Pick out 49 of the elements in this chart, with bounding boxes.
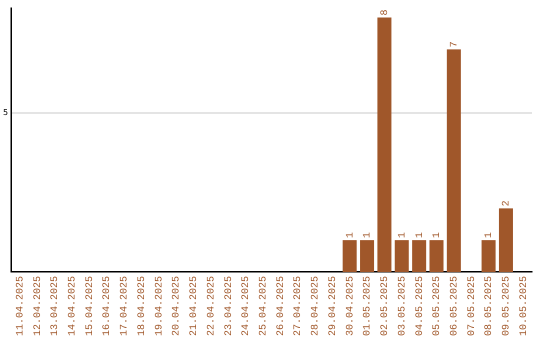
data-label: 2 (502, 200, 513, 206)
data-label: 1 (397, 232, 408, 238)
x-tick-label: 20.04.2025 (172, 276, 183, 336)
x-tick-label: 11.04.2025 (15, 276, 26, 336)
x-tick-label: 02.05.2025 (380, 276, 392, 336)
x-tick-label: 29.04.2025 (328, 276, 339, 336)
x-tick-label: 21.04.2025 (189, 276, 200, 336)
x-tick-label: 15.04.2025 (84, 276, 96, 336)
bar (360, 240, 374, 272)
x-tick-label: 27.04.2025 (293, 276, 304, 336)
x-tick-label: 19.04.2025 (154, 276, 166, 336)
bar (446, 49, 461, 272)
x-tick-label: 18.04.2025 (136, 276, 148, 336)
bar (429, 240, 444, 272)
x-tick-label: 22.04.2025 (206, 276, 218, 336)
bar (377, 18, 392, 272)
y-tick-label: 5 (2, 108, 8, 118)
data-label: 1 (345, 232, 356, 238)
x-tick-label: 10.05.2025 (518, 276, 530, 336)
data-label: 8 (380, 10, 392, 16)
x-tick-label: 26.04.2025 (276, 276, 287, 336)
x-tick-label: 17.04.2025 (120, 276, 131, 336)
x-tick-label: 06.05.2025 (450, 276, 461, 336)
data-label: 1 (362, 232, 374, 238)
x-tick-label: 28.04.2025 (310, 276, 322, 336)
x-tick-label: 30.04.2025 (345, 276, 356, 336)
x-tick-label: 16.04.2025 (102, 276, 114, 336)
data-label: 1 (414, 232, 426, 238)
x-tick-label: 14.04.2025 (68, 276, 79, 336)
x-tick-label: 05.05.2025 (432, 276, 444, 336)
bar (394, 240, 409, 272)
data-label: 7 (450, 41, 461, 48)
x-tick-label: 01.05.2025 (362, 276, 374, 336)
bar (482, 240, 496, 272)
bar (498, 208, 513, 272)
x-tick-label: 23.04.2025 (224, 276, 235, 336)
bar (342, 240, 357, 272)
x-tick-label: 12.04.2025 (32, 276, 44, 336)
data-label: 1 (484, 232, 496, 238)
x-tick-label: 07.05.2025 (466, 276, 478, 336)
x-tick-label: 13.04.2025 (50, 276, 62, 336)
bar (412, 240, 426, 272)
x-tick-label: 04.05.2025 (414, 276, 426, 336)
data-label: 1 (432, 232, 444, 238)
x-tick-label: 24.04.2025 (241, 276, 252, 336)
x-tick-label: 08.05.2025 (484, 276, 496, 336)
x-tick-label: 25.04.2025 (258, 276, 270, 336)
x-tick-label: 09.05.2025 (502, 276, 513, 336)
x-tick-label: 03.05.2025 (397, 276, 408, 336)
